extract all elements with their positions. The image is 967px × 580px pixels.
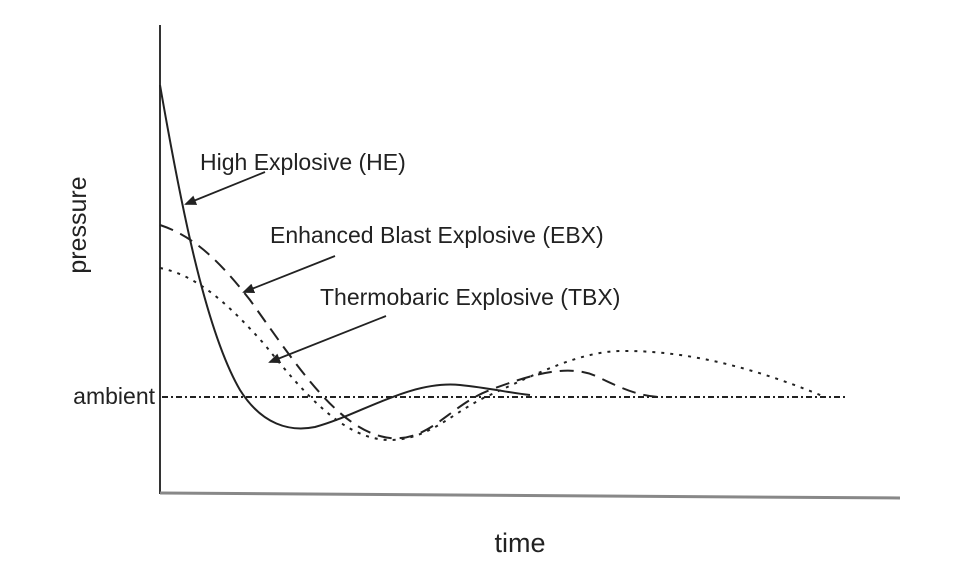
y-axis-label: pressure bbox=[64, 176, 92, 273]
he-arrow bbox=[184, 171, 266, 205]
ebx-label: Enhanced Blast Explosive (EBX) bbox=[270, 222, 604, 248]
ebx-arrow bbox=[242, 255, 336, 293]
he-curve bbox=[159, 84, 531, 430]
ebx-curve bbox=[159, 224, 661, 440]
x-axis-label: time bbox=[494, 528, 545, 558]
ambient-label: ambient bbox=[73, 383, 155, 409]
he-label: High Explosive (HE) bbox=[200, 149, 406, 175]
x-axis bbox=[159, 491, 901, 500]
tbx-arrow bbox=[268, 315, 387, 363]
tbx-curve bbox=[159, 267, 826, 442]
tbx-label: Thermobaric Explosive (TBX) bbox=[320, 284, 620, 310]
